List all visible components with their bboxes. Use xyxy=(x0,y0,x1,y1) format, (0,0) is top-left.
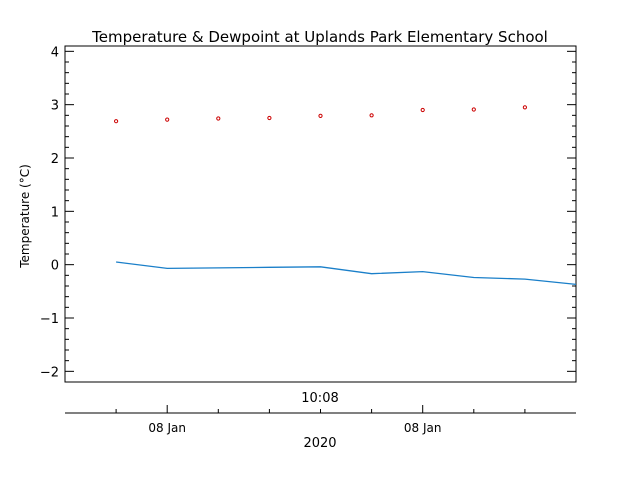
date-axis-ticks: 08 Jan 08 Jan xyxy=(115,405,526,435)
time-axis-label: 10:08 xyxy=(301,391,338,406)
temperature-point xyxy=(165,117,170,122)
temperature-point xyxy=(471,107,476,112)
temperature-point xyxy=(267,115,272,121)
date-tick-label: 08 Jan xyxy=(148,421,186,435)
temperature-point xyxy=(318,113,323,118)
y-tick-label: 3 xyxy=(51,99,59,114)
y-tick-label: −1 xyxy=(40,312,59,327)
y-tick-label: −2 xyxy=(40,365,59,380)
date-axis-year-label: 2020 xyxy=(303,436,336,451)
series-layer xyxy=(114,105,577,286)
temperature-point xyxy=(216,116,221,121)
y-tick-label: 1 xyxy=(51,205,59,220)
temperature-point xyxy=(522,105,528,110)
y-axis-ticks: −2 −1 0 1 2 3 4 xyxy=(40,45,576,383)
temperature-point xyxy=(369,113,374,118)
y-tick-label: 2 xyxy=(51,152,59,167)
y-axis-label: Temperature (°C) xyxy=(18,164,32,269)
temperature-point xyxy=(114,119,119,124)
dewpoint-line xyxy=(116,261,577,286)
y-tick-label: 4 xyxy=(51,45,59,60)
y-tick-label: 0 xyxy=(51,259,59,274)
plot-frame xyxy=(64,45,577,383)
date-tick-label: 08 Jan xyxy=(404,421,442,435)
temperature-point xyxy=(420,107,425,113)
chart-title: Temperature & Dewpoint at Uplands Park E… xyxy=(91,28,548,46)
